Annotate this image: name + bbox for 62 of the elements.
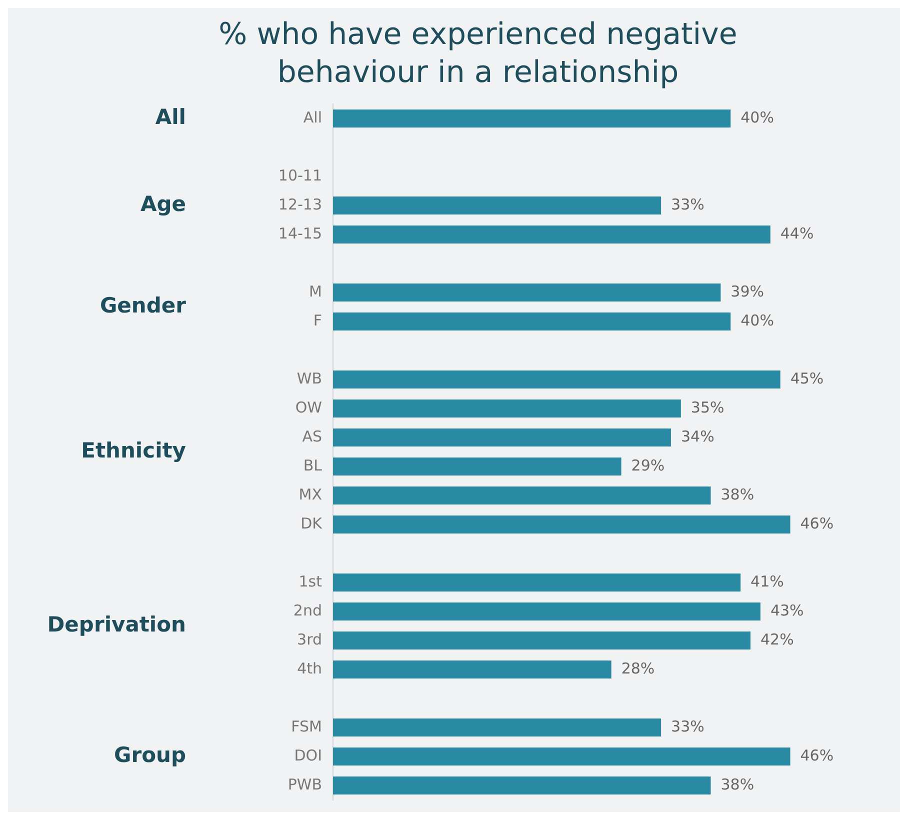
data-label: 42% (760, 630, 794, 648)
y-tick-label: BL (303, 456, 323, 474)
y-tick-label: 3rd (297, 630, 322, 648)
bar (333, 458, 622, 476)
bar (333, 660, 612, 678)
bar (333, 196, 662, 214)
text: Deprivation (47, 612, 186, 636)
bar (333, 748, 790, 766)
text: All (155, 104, 186, 129)
y-tick-label: F (313, 311, 322, 330)
data-label: 43% (770, 601, 804, 620)
data-label: 46% (800, 746, 834, 764)
y-tick-label: DOI (294, 746, 322, 764)
y-tick-label: FSM (291, 717, 322, 736)
bar (333, 312, 731, 330)
bar (333, 284, 721, 302)
data-label: 46% (800, 514, 834, 532)
y-tick-label: AS (302, 427, 322, 446)
text: Gender (100, 293, 187, 318)
data-label: 41% (750, 572, 784, 590)
y-tick-label: 4th (297, 659, 322, 678)
bar (333, 602, 760, 620)
data-label: 38% (720, 485, 754, 504)
text: Group (114, 742, 186, 767)
bar (333, 718, 662, 736)
data-label: 33% (671, 717, 704, 736)
data-label: 40% (740, 311, 774, 330)
y-tick-label: MX (298, 485, 322, 504)
y-tick-label: 12-13 (278, 195, 322, 214)
data-label: 45% (790, 369, 824, 388)
data-label: 35% (690, 398, 724, 416)
bar (333, 486, 711, 504)
data-label: 38% (720, 775, 754, 794)
y-tick-label: DK (300, 514, 324, 532)
bar (333, 574, 741, 592)
data-label: 33% (671, 195, 704, 214)
bar (333, 632, 751, 650)
y-tick-label: PWB (288, 775, 322, 794)
y-tick-label: 14-15 (278, 224, 322, 242)
data-label: 44% (780, 224, 814, 242)
y-tick-label: WB (296, 369, 322, 388)
text: Ethnicity (81, 438, 186, 462)
data-label: 40% (740, 108, 774, 126)
data-label: 29% (631, 456, 665, 474)
bar (333, 776, 711, 794)
bar (333, 428, 671, 446)
bar (333, 400, 681, 418)
data-label: 28% (621, 659, 655, 678)
y-tick-label: All (303, 108, 322, 126)
data-label: 39% (730, 282, 764, 300)
y-tick-label: OW (295, 398, 322, 416)
bar (333, 226, 770, 244)
bar (333, 370, 780, 388)
y-tick-label: M (309, 282, 322, 300)
y-tick-label: 2nd (293, 601, 322, 620)
y-tick-label: 1st (298, 572, 322, 590)
bar (333, 110, 731, 128)
bar (333, 516, 790, 534)
text: Age (140, 192, 186, 216)
y-tick-label: 10-11 (278, 166, 322, 184)
data-label: 34% (680, 427, 714, 446)
chart-title: % who have experienced negative behaviour in a relationship (218, 16, 738, 92)
